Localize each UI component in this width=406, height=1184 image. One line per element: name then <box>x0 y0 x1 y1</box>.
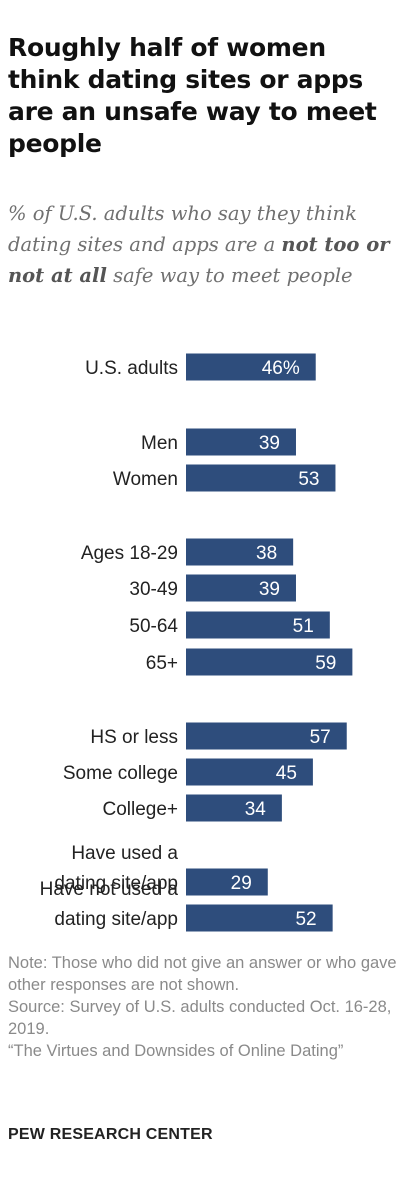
bar-3 <box>186 538 294 566</box>
value-label-7: 57 <box>310 727 331 748</box>
bar-9 <box>186 794 282 822</box>
bar-0 <box>186 353 316 381</box>
bar-chart: 46% U.S. adults 39 Men 53 Women 38 Ages 18-29 39… <box>40 353 353 932</box>
category-label-11-line-0: Have not used a <box>40 879 179 900</box>
category-label-11-line-1: dating site/app <box>54 909 178 930</box>
pew-logo: PEW RESEARCH CENTER <box>8 1126 213 1143</box>
category-label-2: Women <box>113 469 178 490</box>
chart-title: Roughly half of women think dating sites… <box>8 33 377 158</box>
subtitle-text-end: safe way to meet people <box>106 264 353 287</box>
subtitle-emphasis: not too or not at all <box>8 233 390 287</box>
category-label-8: Some college <box>63 763 178 784</box>
value-label-2: 53 <box>298 469 319 490</box>
note-text: Note: Those who did not give an answer o… <box>8 954 397 994</box>
category-label-7: HS or less <box>90 727 178 748</box>
category-label-1: Men <box>141 433 178 454</box>
value-label-3: 38 <box>256 543 277 564</box>
category-label-10-line-0: Have used a <box>71 843 178 864</box>
bar-5 <box>186 611 330 639</box>
chart-subtitle: % of U.S. adults who say they think dati… <box>8 198 400 291</box>
value-label-6: 59 <box>315 653 336 674</box>
subtitle-text-start: % of U.S. adults who say they think dati… <box>8 202 357 256</box>
value-label-1: 39 <box>259 433 280 454</box>
category-label-0: U.S. adults <box>85 358 178 379</box>
category-label-9: College+ <box>102 799 178 820</box>
value-label-4: 39 <box>259 579 280 600</box>
bar-11 <box>186 904 333 932</box>
bar-7 <box>186 722 347 750</box>
report-title: “The Virtues and Downsides of Online Dat… <box>8 1042 344 1060</box>
value-label-11: 52 <box>295 909 316 930</box>
bar-1 <box>186 428 296 456</box>
value-label-5: 51 <box>293 616 314 637</box>
value-label-10: 29 <box>231 873 252 894</box>
bar-2 <box>186 464 336 492</box>
bar-10 <box>186 868 268 896</box>
category-label-6: 65+ <box>146 653 178 674</box>
category-label-5: 50-64 <box>129 616 178 637</box>
category-label-3: Ages 18-29 <box>81 543 178 564</box>
value-label-8: 45 <box>276 763 297 784</box>
value-label-0: 46% <box>262 358 300 379</box>
source-text: Source: Survey of U.S. adults conducted … <box>8 998 392 1038</box>
bar-8 <box>186 758 313 786</box>
chart-footnotes: Note: Those who did not give an answer o… <box>8 952 400 1062</box>
value-label-9: 34 <box>245 799 267 820</box>
bar-6 <box>186 648 353 676</box>
bar-4 <box>186 574 296 602</box>
category-label-4: 30-49 <box>129 579 178 600</box>
category-label-10-line-1: dating site/app <box>54 873 178 894</box>
